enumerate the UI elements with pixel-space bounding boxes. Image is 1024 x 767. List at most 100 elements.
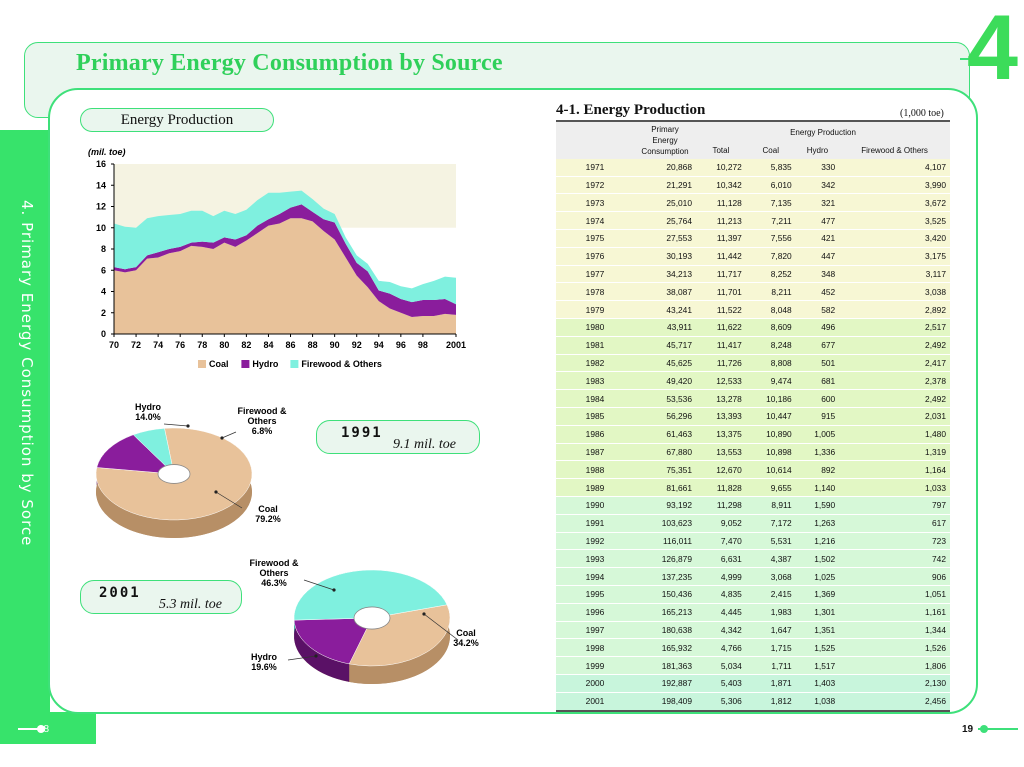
- table-cell: 13,278: [696, 389, 746, 408]
- table-cell: 1986: [556, 425, 634, 444]
- table-row: 1971 20,868 10,272 5,835 330 4,107: [556, 158, 950, 177]
- table-cell: 1,263: [795, 514, 840, 533]
- table-cell: 1991: [556, 514, 634, 533]
- table-cell: 1990: [556, 495, 634, 515]
- y-tick-label: 6: [101, 265, 106, 275]
- table-cell: 9,655: [745, 478, 796, 497]
- table-row: 1988 75,351 12,670 10,614 892 1,164: [556, 460, 950, 480]
- table-cell: 13,393: [696, 407, 746, 426]
- energy-production-table: Primary Energy Consumption Energy Produc…: [556, 120, 950, 712]
- side-chapter-text: 4. Primary Energy Consumption by Sorce: [18, 200, 36, 547]
- table-cell: 1997: [556, 621, 634, 640]
- table-cell: 1978: [556, 282, 634, 302]
- table-row: 1996 165,213 4,445 1,983 1,301 1,161: [556, 603, 950, 622]
- table-cell: 1,344: [839, 621, 950, 640]
- table-row: 2000 192,887 5,403 1,871 1,403 2,130: [556, 673, 950, 693]
- table-cell: 1,038: [795, 692, 840, 712]
- table-cell: 1,983: [745, 603, 796, 622]
- table-cell: 7,135: [745, 193, 796, 213]
- table-cell: 447: [795, 247, 840, 266]
- table-row: 1998 165,932 4,766 1,715 1,525 1,526: [556, 638, 950, 658]
- table-row: 1977 34,213 11,717 8,252 348 3,117: [556, 265, 950, 284]
- table-cell: 600: [795, 389, 840, 408]
- table-cell: 25,764: [634, 211, 696, 230]
- pie-leader-line: [215, 491, 243, 509]
- legend-label: Coal: [209, 359, 229, 369]
- bottom-left-band: [0, 712, 96, 744]
- table-cell: 21,291: [634, 176, 696, 195]
- y-tick-label: 16: [96, 159, 106, 169]
- table-cell: 1998: [556, 638, 634, 658]
- table-cell: 1,871: [745, 673, 796, 693]
- table-row: 1973 25,010 11,128 7,135 321 3,672: [556, 193, 950, 213]
- table-cell: 1,526: [839, 638, 950, 658]
- pie-chart-1991: Hydro 14.0% Firewood & Others 6.8% Coal 79.2%: [95, 402, 287, 538]
- table-row: 1980 43,911 11,622 8,609 496 2,517: [556, 317, 950, 337]
- table-cell: 342: [795, 176, 840, 195]
- table-cell: 1989: [556, 478, 634, 497]
- table-cell: 4,999: [696, 567, 746, 586]
- table-cell: 4,766: [696, 638, 746, 658]
- coal-area: [114, 218, 456, 334]
- table-cell: 1972: [556, 176, 634, 195]
- table-cell: 25,010: [634, 193, 696, 213]
- table-row: 1981 45,717 11,417 8,248 677 2,492: [556, 336, 950, 355]
- pie-2001-label-pill: 2001 5.3 mil. toe: [80, 580, 242, 614]
- legend-label: Hydro: [252, 359, 279, 369]
- table-title: 4-1. Energy Production: [556, 102, 706, 118]
- table-cell: 56,296: [634, 407, 696, 426]
- page-marker-right: [978, 725, 1018, 733]
- table-cell: 45,625: [634, 354, 696, 373]
- header-primary: Primary Energy Consumption: [634, 120, 696, 159]
- header-col: Coal: [745, 142, 796, 159]
- table-cell: 5,531: [745, 532, 796, 551]
- pie-leader-dot: [186, 424, 190, 428]
- table-cell: 10,186: [745, 389, 796, 408]
- table-cell: 180,638: [634, 621, 696, 640]
- page-marker-left: [18, 725, 45, 733]
- table-cell: 103,623: [634, 514, 696, 533]
- table-row: 1997 180,638 4,342 1,647 1,351 1,344: [556, 621, 950, 640]
- table-cell: 49,420: [634, 371, 696, 391]
- table-row: 1972 21,291 10,342 6,010 342 3,990: [556, 176, 950, 195]
- pie-leader-dot: [214, 490, 218, 494]
- table-cell: 2,031: [839, 407, 950, 426]
- header-connector-line: [960, 58, 978, 60]
- table-cell: 10,890: [745, 425, 796, 444]
- pie-1991-year: 1991: [341, 425, 383, 441]
- table-cell: 81,661: [634, 478, 696, 497]
- header-group: Energy Production: [696, 120, 950, 142]
- table-cell: 198,409: [634, 692, 696, 712]
- table-row: 2001 198,409 5,306 1,812 1,038 2,456: [556, 692, 950, 712]
- table-cell: 8,252: [745, 265, 796, 284]
- pie-label: Coal 79.2%: [255, 504, 281, 524]
- pie-chart-2001: Firewood & Others 46.3% Hydro 19.6% Coal 34.2%: [250, 558, 479, 684]
- table-row: 1986 61,463 13,375 10,890 1,005 1,480: [556, 425, 950, 444]
- table-cell: 9,052: [696, 514, 746, 533]
- table-cell: 1976: [556, 247, 634, 266]
- table-cell: 1,590: [795, 495, 840, 515]
- table-cell: 2,517: [839, 317, 950, 337]
- table-cell: 11,717: [696, 265, 746, 284]
- table-cell: 11,442: [696, 247, 746, 266]
- table-row: 1978 38,087 11,701 8,211 452 3,038: [556, 282, 950, 302]
- x-tick-label: 70: [109, 340, 119, 350]
- table-cell: 7,172: [745, 514, 796, 533]
- x-tick-label: 76: [175, 340, 185, 350]
- pie-leader-dot: [422, 612, 426, 616]
- y-tick-label: 4: [101, 287, 106, 297]
- table-cell: 12,670: [696, 460, 746, 480]
- table-cell: 1971: [556, 158, 634, 177]
- table-cell: 1,647: [745, 621, 796, 640]
- table-row: 1990 93,192 11,298 8,911 1,590 797: [556, 495, 950, 515]
- table-cell: 10,342: [696, 176, 746, 195]
- table-cell: 3,990: [839, 176, 950, 195]
- table-cell: 181,363: [634, 656, 696, 675]
- table-cell: 30,193: [634, 247, 696, 266]
- table-cell: 6,631: [696, 549, 746, 569]
- x-tick-label: 90: [330, 340, 340, 350]
- pie-slice-hydro: [96, 434, 175, 475]
- pie-label: Firewood & Others 46.3%: [250, 558, 299, 588]
- table-cell: 2,492: [839, 336, 950, 355]
- legend-label: Firewood & Others: [301, 359, 382, 369]
